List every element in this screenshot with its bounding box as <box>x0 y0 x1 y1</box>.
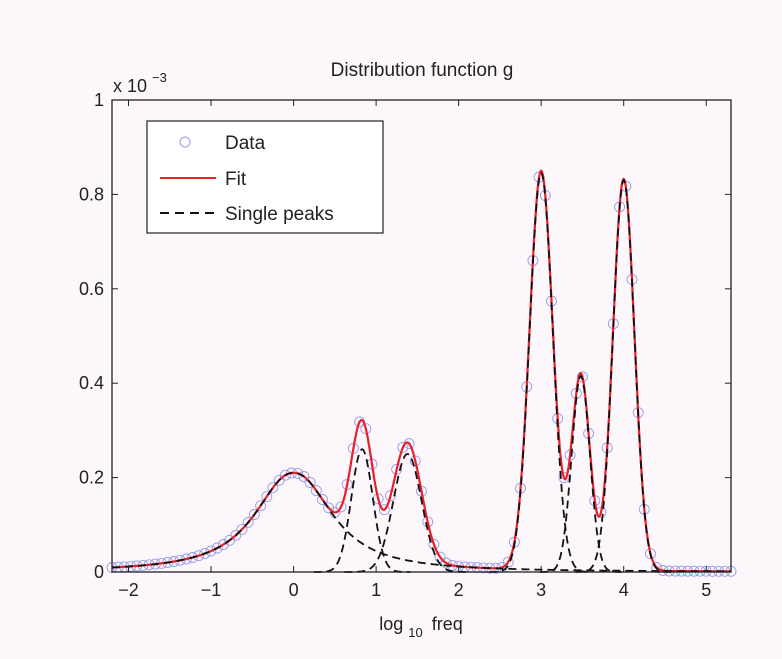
data-point <box>236 523 248 535</box>
data-point <box>205 545 217 557</box>
single-peak-line <box>489 172 594 573</box>
data-point <box>385 490 396 502</box>
data-point <box>180 553 192 565</box>
x-tick-label: 2 <box>454 580 464 600</box>
y-multiplier-base: x 10 <box>113 76 147 96</box>
data-point <box>199 548 211 559</box>
data-point <box>335 501 347 513</box>
plot-frame <box>111 99 732 573</box>
x-axis-label-suffix: freq <box>432 614 463 634</box>
y-tick-label: 0.4 <box>79 373 104 393</box>
data-point <box>298 471 310 482</box>
legend: Data Fit Single peaks <box>146 120 384 234</box>
legend-data-marker <box>179 136 191 148</box>
data-point <box>267 482 279 494</box>
y-tick-label: 1 <box>94 90 104 110</box>
data-point <box>558 472 570 484</box>
x-tick-label: −2 <box>118 580 139 600</box>
data-point <box>428 538 440 550</box>
y-tick-label: 0.8 <box>79 184 104 204</box>
x-axis-label-main: log <box>379 614 403 634</box>
single-peak-line <box>539 375 622 573</box>
data-point <box>211 542 223 554</box>
data-point <box>502 556 514 568</box>
data-point <box>187 552 198 563</box>
data-point <box>409 455 421 467</box>
x-tick-label: −1 <box>201 580 222 600</box>
legend-label-single-peaks: Single peaks <box>225 204 334 225</box>
single-peak-line <box>313 448 411 573</box>
y-multiplier-label: x 10 −3 <box>113 70 167 96</box>
x-tick-label: 4 <box>619 580 629 600</box>
ticks-layer: −2 −1 0 1 2 3 4 5 0 0.2 0.4 0.6 0.8 1 <box>79 90 731 600</box>
data-point <box>440 557 452 569</box>
x-axis-label-subscript: 10 <box>408 625 422 640</box>
data-point <box>217 539 229 550</box>
data-point <box>378 504 390 516</box>
y-tick-label: 0.2 <box>79 468 104 488</box>
data-point <box>248 509 260 520</box>
x-tick-label: 0 <box>289 580 299 600</box>
data-point <box>317 494 328 505</box>
data-point <box>261 491 273 503</box>
data-point <box>397 441 409 453</box>
y-tick-label: 0.6 <box>79 279 104 299</box>
single-peak-line <box>575 179 672 573</box>
chart-title: Distribution function g <box>331 60 514 81</box>
data-point <box>304 477 316 488</box>
series-layer <box>106 169 737 577</box>
data-point <box>279 469 291 481</box>
data-point <box>310 485 322 497</box>
x-tick-label: 5 <box>701 580 711 600</box>
data-point <box>242 516 254 528</box>
legend-label-data: Data <box>225 133 266 154</box>
single-peak-line <box>344 453 471 573</box>
x-axis-label: log 10 freq <box>379 614 463 641</box>
legend-label-fit: Fit <box>225 169 247 190</box>
data-point <box>193 550 205 562</box>
data-point <box>255 500 267 512</box>
y-multiplier-exponent: −3 <box>152 70 167 85</box>
data-point <box>434 551 446 563</box>
single-peak-line <box>111 472 731 573</box>
y-tick-label: 0 <box>94 562 104 582</box>
data-point <box>230 529 242 541</box>
x-tick-label: 3 <box>536 580 546 600</box>
x-tick-label: 1 <box>371 580 381 600</box>
